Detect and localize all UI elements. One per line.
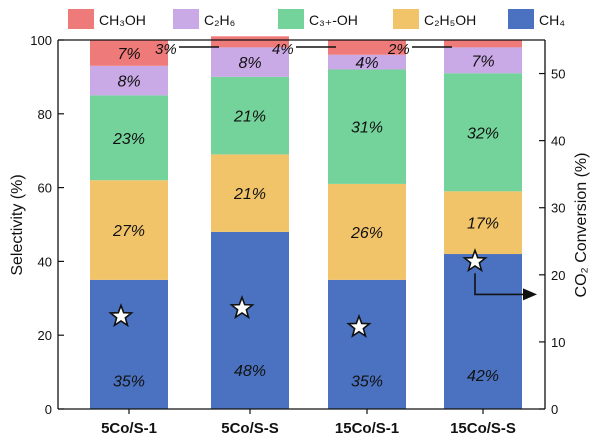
- left-axis-title: Selectivity (%): [9, 174, 26, 275]
- pct-label-15co-s-1-c-h-oh: 26%: [350, 225, 383, 242]
- bar-15co-s-1-c-h-oh: [328, 183, 406, 280]
- pct-label-15co-s-s-c-h: 7%: [471, 53, 494, 70]
- pct-label-15co-s-1-c-oh: 31%: [351, 120, 383, 137]
- left-tick-label: 40: [38, 254, 52, 269]
- right-tick-label: 30: [551, 201, 565, 216]
- bar-5co-s-s-c-h: [211, 47, 289, 77]
- bar-5co-s-1-ch-oh: [90, 40, 168, 66]
- legend-swatch-c-h: [173, 9, 199, 29]
- pct-label-5co-s-s-ch-oh: 3%: [155, 41, 177, 58]
- left-tick-label: 60: [38, 181, 52, 196]
- pct-label-5co-s-s-c-oh: 21%: [233, 109, 266, 126]
- right-tick-label: 40: [551, 134, 565, 149]
- bar-15co-s-1-c-h: [328, 54, 406, 70]
- legend-swatch-c-oh: [278, 9, 304, 29]
- legend-swatch-ch: [508, 9, 534, 29]
- bar-5co-s-1-ch: [90, 279, 168, 409]
- legend-label-c-h: C₂H₆: [204, 12, 235, 28]
- star-marker-5co-s-s: [229, 295, 255, 320]
- pct-label-15co-s-1-ch-oh: 4%: [272, 41, 294, 58]
- bar-15co-s-1-ch: [328, 279, 406, 409]
- bar-5co-s-s-c-oh: [211, 76, 289, 155]
- right-axis-title: CO₂ Conversion (%): [573, 153, 590, 298]
- right-tick-label: 0: [551, 402, 558, 417]
- bar-5co-s-s-c-h-oh: [211, 154, 289, 232]
- right-tick-label: 20: [551, 268, 565, 283]
- bar-15co-s-s-ch: [444, 254, 522, 409]
- category-label-5co-s-1: 5Co/S-1: [101, 420, 157, 437]
- left-tick-label: 20: [38, 328, 52, 343]
- pct-label-15co-s-s-ch-oh: 2%: [387, 41, 410, 58]
- bar-15co-s-1-c-oh: [328, 69, 406, 184]
- conversion-markers: [108, 248, 537, 338]
- bar-15co-s-s-c-h: [444, 47, 522, 74]
- category-label-15co-s-1: 15Co/S-1: [335, 420, 399, 437]
- legend-label-ch: CH₄: [539, 12, 565, 28]
- pct-label-15co-s-1-c-h: 4%: [355, 55, 378, 72]
- left-tick-label: 100: [30, 33, 52, 48]
- legend-label-ch-oh: CH₃OH: [99, 12, 146, 28]
- right-tick-label: 10: [551, 335, 565, 350]
- pct-label-5co-s-1-ch: 35%: [113, 374, 145, 391]
- star-marker-5co-s-1: [108, 303, 134, 328]
- star-marker-15co-s-s: [462, 248, 488, 273]
- pct-label-5co-s-1-c-oh: 23%: [112, 131, 145, 148]
- pct-label-15co-s-s-c-oh: 32%: [467, 125, 499, 142]
- pct-label-5co-s-1-c-h-oh: 27%: [112, 223, 145, 240]
- bar-5co-s-s-ch-oh: [211, 36, 289, 48]
- legend: CH₃OH C₂H₆ C₃₊-OH C₂H₅OH CH₄: [68, 9, 565, 29]
- bars: [90, 36, 522, 409]
- right-tick-label: 50: [551, 67, 565, 82]
- category-label-5co-s-s: 5Co/S-S: [221, 420, 279, 437]
- left-tick-label: 0: [45, 402, 52, 417]
- bar-15co-s-1-ch-oh: [328, 40, 406, 55]
- pct-label-15co-s-1-ch: 35%: [351, 374, 383, 391]
- bar-5co-s-1-c-oh: [90, 95, 168, 181]
- pct-label-15co-s-s-ch: 42%: [467, 368, 499, 385]
- percent-labels: 35% 27% 23% 8% 7% 48% 21% 21% 8% 3% 35% 26% 31% 4% 4% 4…: [112, 41, 499, 391]
- bar-5co-s-s-ch: [211, 231, 289, 409]
- pct-label-5co-s-s-ch: 48%: [234, 363, 266, 380]
- bar-15co-s-s-c-h-oh: [444, 191, 522, 255]
- pct-label-5co-s-1-ch-oh: 7%: [117, 46, 140, 63]
- legend-label-c-oh: C₃₊-OH: [309, 12, 358, 28]
- bar-5co-s-1-c-h-oh: [90, 180, 168, 280]
- category-label-15co-s-s: 15Co/S-S: [450, 420, 516, 437]
- axis-pointer-arrow: [474, 273, 527, 296]
- legend-swatch-ch-oh: [68, 9, 94, 29]
- pct-label-5co-s-s-c-h-oh: 21%: [233, 186, 266, 203]
- left-tick-label: 80: [38, 107, 52, 122]
- bar-15co-s-s-ch-oh: [444, 40, 522, 48]
- pct-label-5co-s-1-c-h: 8%: [117, 74, 140, 91]
- legend-label-c-h-oh: C₂H₅OH: [424, 12, 476, 28]
- pct-label-5co-s-s-c-h: 8%: [238, 55, 261, 72]
- legend-swatch-c-h-oh: [393, 9, 419, 29]
- bar-5co-s-1-c-h: [90, 65, 168, 96]
- arrow-head: [523, 288, 537, 301]
- pct-label-15co-s-s-c-h-oh: 17%: [467, 216, 499, 233]
- bar-15co-s-s-c-oh: [444, 73, 522, 192]
- axes: 0 20 40 60 80 100 0 10 20 30 40 50 5Co/S-1 5Co/S-S 15C…: [30, 33, 565, 437]
- star-marker-15co-s-1: [346, 313, 372, 338]
